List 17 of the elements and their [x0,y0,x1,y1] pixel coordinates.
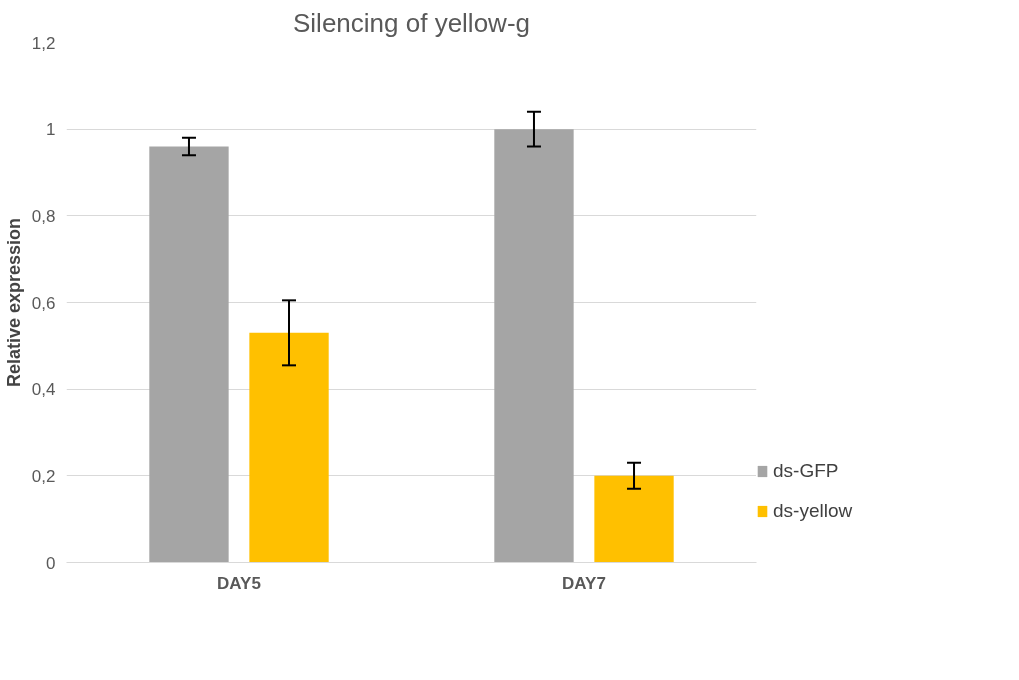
y-tick-label: 0 [46,553,56,573]
bar [494,129,574,563]
x-tick-label: DAY7 [562,573,606,593]
x-tick-label: DAY5 [217,573,261,593]
legend-label: ds-yellow [773,500,853,522]
y-tick-label: 1,2 [31,33,56,53]
y-axis-title: Relative expression [3,217,24,388]
chart-title: Silencing of yellow-g [293,7,531,38]
y-tick-label: 0,8 [31,206,56,226]
y-tick-label: 1 [46,120,56,140]
bar [149,146,229,563]
bar [249,332,329,563]
legend-label: ds-GFP [773,460,839,482]
bar [594,475,674,563]
y-tick-label: 0,4 [31,380,56,400]
y-tick-label: 0,6 [31,293,56,313]
y-tick-label: 0,2 [31,466,56,486]
